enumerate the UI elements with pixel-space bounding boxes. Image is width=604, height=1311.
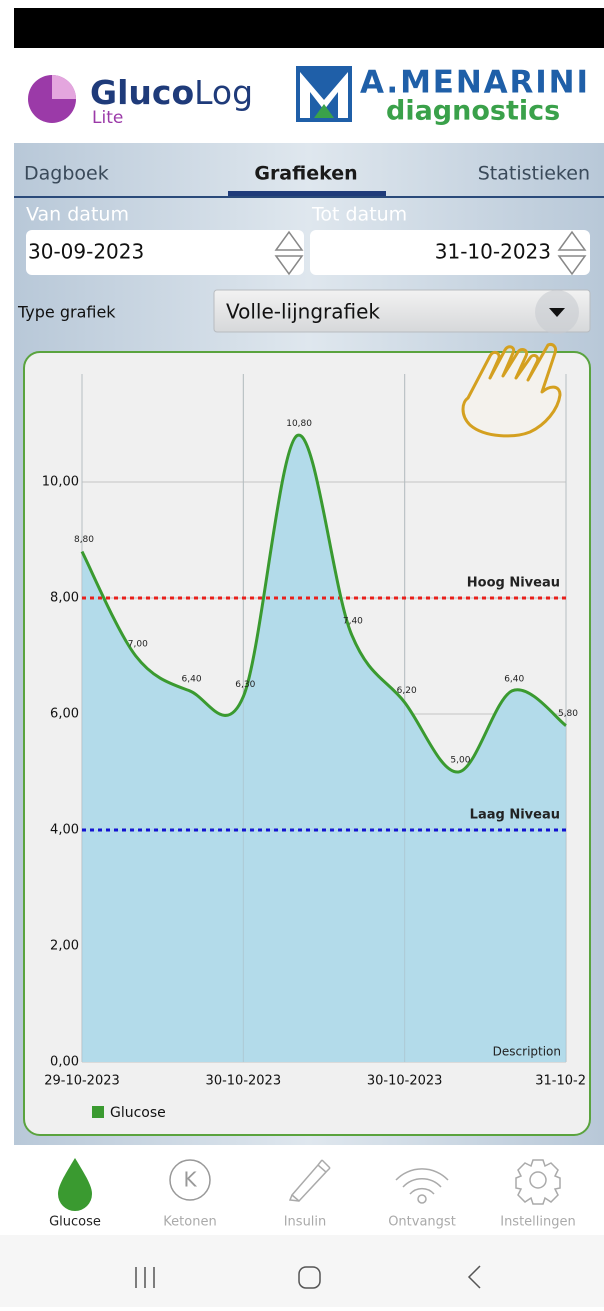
date-to-input[interactable] <box>310 230 590 275</box>
date-from-label: Van datum <box>26 204 129 226</box>
ketone-icon-letter: K <box>183 1168 197 1192</box>
nav-label: Insulin <box>284 1215 327 1230</box>
date-to-value: 31-10-2023 <box>435 240 551 264</box>
nav-label: Glucose <box>49 1215 101 1230</box>
chart-type-dropdown[interactable] <box>213 289 591 333</box>
settings-icon[interactable] <box>515 1159 561 1205</box>
x-tick-label: 30-10-2023 <box>206 1074 282 1089</box>
date-to-label: Tot datum <box>311 204 407 226</box>
spinner[interactable] <box>557 230 587 276</box>
y-tick-label: 6,00 <box>50 707 79 722</box>
y-tick-label: 8,00 <box>50 591 79 606</box>
system-buttons <box>135 1265 481 1289</box>
x-tick-label: 31-10-2 <box>535 1074 586 1089</box>
value-label: 6,30 <box>235 680 255 690</box>
legend-swatch <box>92 1106 104 1118</box>
chart-type-label: Type grafiek <box>17 303 116 322</box>
spinners <box>274 230 587 276</box>
nav-label: Ontvangst <box>388 1215 456 1230</box>
nav-label: Instellingen <box>500 1215 576 1230</box>
chart: 29-10-2023 30-10-2023 30-10-2023 31-10-2 0,0… <box>42 374 586 1121</box>
tab-indicator <box>228 191 386 196</box>
chart-type-value: Volle-lijngrafiek <box>226 300 380 324</box>
value-label: 7,40 <box>343 616 363 626</box>
back-button[interactable] <box>467 1265 481 1289</box>
dropdown-arrow[interactable] <box>549 308 565 317</box>
tab[interactable]: Dagboek <box>24 163 109 185</box>
line <box>80 434 567 774</box>
value-label: 6,40 <box>182 674 202 684</box>
value-label: 6,40 <box>504 674 524 684</box>
brand: A.MENARINI <box>360 65 588 101</box>
header: GlucoLog Lite A.MENARINI diagnostics <box>28 65 588 128</box>
insulin-icon[interactable] <box>288 1159 331 1203</box>
nav-labels: Glucose Ketonen Insulin Ontvangst Instelling… <box>49 1215 576 1230</box>
value-label: 5,80 <box>558 709 578 719</box>
legend-label: Glucose <box>110 1105 166 1121</box>
y-tick-label: 4,00 <box>50 823 79 838</box>
app-name: GlucoLog <box>90 73 253 112</box>
nav-label: Ketonen <box>163 1215 216 1230</box>
tab[interactable]: Statistieken <box>478 163 590 185</box>
ontvangst-icon[interactable] <box>395 1168 449 1204</box>
value-label: 10,80 <box>286 419 312 429</box>
area <box>82 435 566 1062</box>
glucose-icon[interactable] <box>58 1158 92 1211</box>
status-bar <box>14 8 604 48</box>
value-label: 6,20 <box>397 686 417 696</box>
logo-slice <box>52 75 76 99</box>
ketone-icon[interactable] <box>169 1159 211 1201</box>
value-label: 7,00 <box>128 640 148 650</box>
tap-hand <box>461 343 562 438</box>
date-from-value: 30-09-2023 <box>28 240 144 264</box>
x-tick-label: 29-10-2023 <box>44 1074 120 1089</box>
tab-active[interactable]: Grafieken <box>254 163 357 185</box>
x-tick-label: 30-10-2023 <box>367 1074 443 1089</box>
y-tick-label: 2,00 <box>50 939 79 954</box>
axis-note: Description <box>493 1045 561 1059</box>
app-edition: Lite <box>92 108 123 128</box>
tab-divider <box>14 196 604 198</box>
spinner[interactable] <box>274 230 304 276</box>
recents-button[interactable] <box>135 1267 155 1288</box>
y-tick-label: 10,00 <box>42 475 79 490</box>
y-tick-label: 0,00 <box>50 1055 79 1070</box>
home-button[interactable] <box>298 1266 321 1289</box>
reference-label: Laag Niveau <box>470 808 560 823</box>
brand-mark <box>314 104 334 118</box>
reference-label: Hoog Niveau <box>467 576 560 591</box>
brand-sub: diagnostics <box>386 96 560 127</box>
value-label: 5,00 <box>450 756 470 766</box>
date-from-input[interactable] <box>26 230 304 275</box>
value-label: 8,80 <box>74 535 94 545</box>
system-bar <box>0 1235 604 1307</box>
